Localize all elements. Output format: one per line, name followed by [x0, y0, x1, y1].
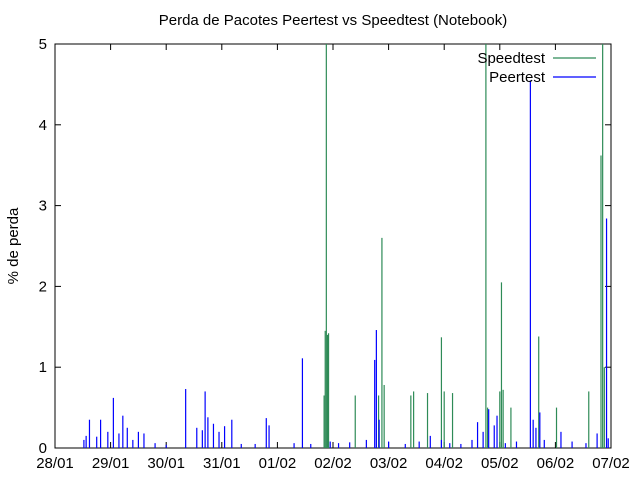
x-tick-label: 06/02: [537, 455, 575, 472]
y-tick-label: 1: [39, 359, 47, 376]
x-tick-label: 29/01: [92, 455, 130, 472]
y-tick-label: 3: [39, 198, 47, 215]
series-speedtest: [323, 44, 605, 448]
y-tick-label: 5: [39, 36, 47, 53]
y-tick-label: 2: [39, 278, 47, 295]
x-tick-label: 01/02: [259, 455, 297, 472]
x-tick-label: 30/01: [147, 455, 185, 472]
x-tick-label: 02/02: [314, 455, 352, 472]
x-tick-label: 31/01: [203, 455, 241, 472]
chart-title: Perda de Pacotes Peertest vs Speedtest (…: [159, 12, 508, 29]
series-peertest: [83, 80, 609, 448]
x-tick-label: 28/01: [36, 455, 74, 472]
y-tick-label: 4: [39, 117, 47, 134]
x-tick-label: 05/02: [481, 455, 519, 472]
legend-label: Peertest: [489, 69, 546, 86]
x-tick-label: 03/02: [370, 455, 408, 472]
y-axis-label: % de perda: [5, 207, 22, 284]
legend: Speedtest Peertest: [477, 50, 596, 86]
plot-frame: [54, 43, 612, 449]
y-tick-label: 0: [39, 440, 47, 457]
x-tick-label: 04/02: [425, 455, 463, 472]
x-tick-label: 07/02: [592, 455, 630, 472]
legend-label: Speedtest: [477, 50, 545, 67]
